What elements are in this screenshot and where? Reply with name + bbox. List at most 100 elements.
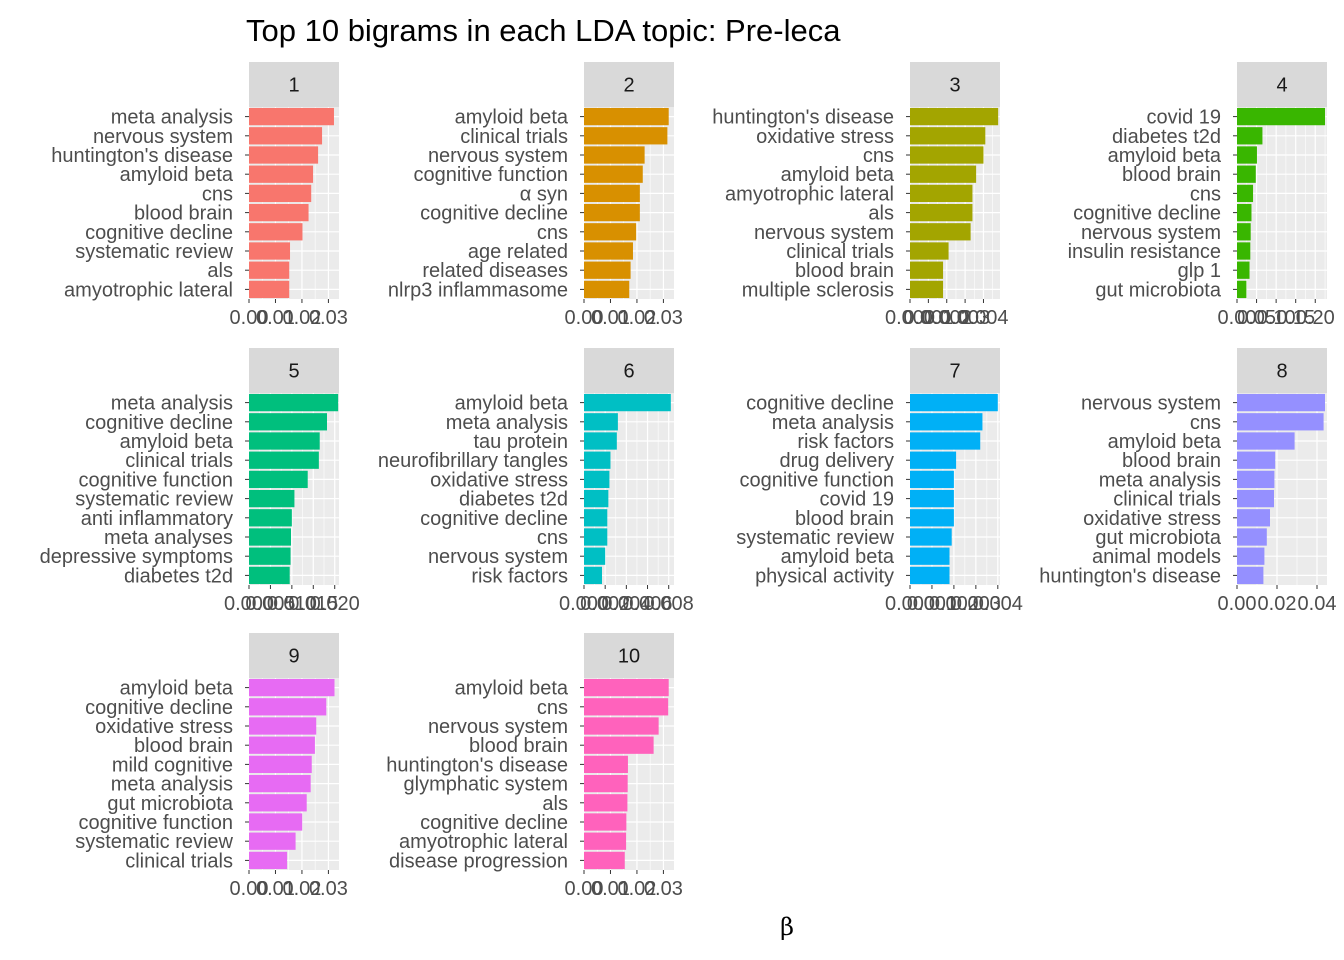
bar [249, 127, 323, 145]
category-label: nervous system [754, 222, 894, 244]
bar [249, 451, 319, 469]
bar [584, 678, 669, 697]
category-label: cognitive decline [1073, 203, 1221, 225]
bar [584, 393, 671, 412]
bar [584, 566, 602, 585]
category-label: physical activity [755, 565, 894, 587]
category-label: tau protein [473, 431, 568, 453]
bar [910, 242, 949, 260]
bar [910, 203, 973, 222]
bar [249, 489, 295, 508]
bar [1237, 280, 1247, 299]
x-tick-label: 0.020 [310, 593, 360, 615]
facet-strip-label: 5 [288, 361, 299, 383]
x-tick-label: 0.05 [1237, 307, 1276, 329]
category-label: blood brain [795, 508, 894, 530]
category-label: amyloid beta [120, 164, 234, 186]
category-label: systematic review [75, 831, 233, 853]
bar [910, 165, 977, 183]
x-tick-label: 0.00 [1218, 307, 1257, 329]
category-label: blood brain [1122, 450, 1221, 472]
category-label: nervous system [428, 145, 568, 167]
x-tick-label: 0.15 [1276, 307, 1315, 329]
bar [910, 489, 954, 508]
category-label: blood brain [469, 735, 568, 757]
bar [1237, 223, 1251, 241]
facet-strip-label: 3 [949, 75, 960, 97]
category-label: als [542, 793, 568, 815]
x-tick-label: 0.20 [1296, 307, 1335, 329]
category-label: risk factors [471, 565, 568, 587]
x-tick-label: 0.00 [230, 878, 269, 900]
category-label: amyloid beta [1108, 145, 1222, 167]
category-label: cns [1190, 412, 1221, 434]
category-label: meta analyses [104, 527, 233, 549]
bar [1237, 528, 1267, 546]
category-label: meta analysis [446, 412, 568, 434]
bar [584, 509, 608, 527]
bar [910, 146, 984, 164]
x-tick-label: 0.00 [565, 307, 604, 329]
bar [584, 832, 627, 850]
category-label: amyloid beta [455, 107, 569, 129]
category-label: nervous system [93, 126, 233, 148]
x-tick-label: 0.00 [565, 878, 604, 900]
x-tick-label: 0.001 [907, 593, 957, 615]
bar [249, 223, 303, 241]
category-label: huntington's disease [1039, 565, 1221, 587]
category-label: oxidative stress [95, 716, 233, 738]
bar [910, 393, 998, 412]
bar [1237, 261, 1250, 279]
category-label: cognitive decline [85, 222, 233, 244]
facet-strip [584, 633, 674, 678]
bar [1237, 489, 1274, 508]
bar [1237, 509, 1270, 527]
category-label: cognitive decline [85, 412, 233, 434]
facet-strip-label: 8 [1276, 361, 1287, 383]
category-label: cognitive decline [420, 812, 568, 834]
bar [1237, 566, 1264, 585]
category-label: meta analysis [111, 393, 233, 415]
category-label: cns [537, 697, 568, 719]
bar [249, 393, 339, 412]
bar [584, 774, 628, 793]
category-label: cognitive decline [746, 393, 894, 415]
facet-strip-label: 6 [623, 361, 634, 383]
bar [584, 528, 608, 546]
x-tick-label: 0.002 [922, 307, 972, 329]
bar [1237, 470, 1275, 489]
category-label: blood brain [795, 260, 894, 282]
x-tick-label: 0.002 [929, 593, 979, 615]
category-label: cognitive function [739, 469, 894, 491]
category-label: diabetes t2d [124, 565, 233, 587]
bar [584, 547, 606, 565]
x-tick-label: 0.03 [309, 307, 348, 329]
bar [910, 127, 986, 145]
category-label: covid 19 [820, 489, 895, 511]
facet-strip [584, 348, 674, 393]
category-label: cognitive function [78, 812, 233, 834]
bar [584, 698, 669, 716]
bar [1237, 107, 1326, 126]
bar [910, 413, 983, 431]
bar [1237, 203, 1252, 222]
category-label: clinical trials [460, 126, 568, 148]
bar [584, 813, 627, 831]
bar [1237, 242, 1251, 260]
x-tick-label: 0.02 [617, 878, 656, 900]
category-label: insulin resistance [1068, 241, 1221, 263]
x-tick-label: 0.008 [644, 593, 694, 615]
bar [1237, 393, 1325, 412]
bar [249, 717, 317, 735]
bar [910, 184, 973, 203]
bar [1237, 146, 1257, 164]
x-tick-label: 0.005 [245, 593, 295, 615]
facet-strip-label: 9 [288, 646, 299, 668]
bar [584, 261, 631, 279]
